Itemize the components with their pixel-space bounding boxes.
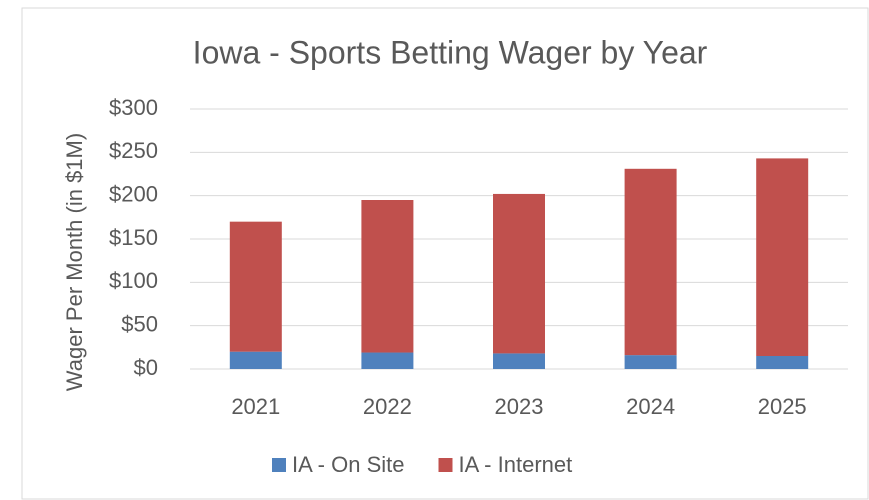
chart-title: Iowa - Sports Betting Wager by Year [193,34,708,70]
y-axis-label: Wager Per Month (in $1M) [62,133,87,391]
x-tick-label: 2022 [363,394,412,419]
y-tick-label: $0 [134,355,158,380]
bar-segment [756,356,809,369]
bar-segment [624,168,677,356]
bar-segment [624,355,677,369]
x-tick-label: 2023 [495,394,544,419]
legend-label: IA - On Site [292,452,405,477]
y-tick-label: $200 [109,181,158,206]
x-tick-label: 2024 [626,394,675,419]
bar-segment [229,351,282,369]
y-tick-label: $50 [121,311,158,336]
legend-label: IA - Internet [459,452,573,477]
bar-segment [493,193,545,354]
y-tick-label: $150 [109,225,158,250]
y-tick-label: $250 [109,138,158,163]
bar-segment [493,353,545,369]
bar-segment [361,352,414,369]
bar-segment [756,158,809,356]
bar-segment [229,221,282,352]
y-tick-label: $100 [109,268,158,293]
bar-segment [361,200,414,353]
chart-frame [21,7,869,500]
legend-swatch [272,458,286,472]
x-tick-label: 2021 [231,394,280,419]
legend-swatch [438,458,453,472]
y-tick-label: $300 [109,95,158,120]
x-tick-label: 2025 [758,394,807,419]
